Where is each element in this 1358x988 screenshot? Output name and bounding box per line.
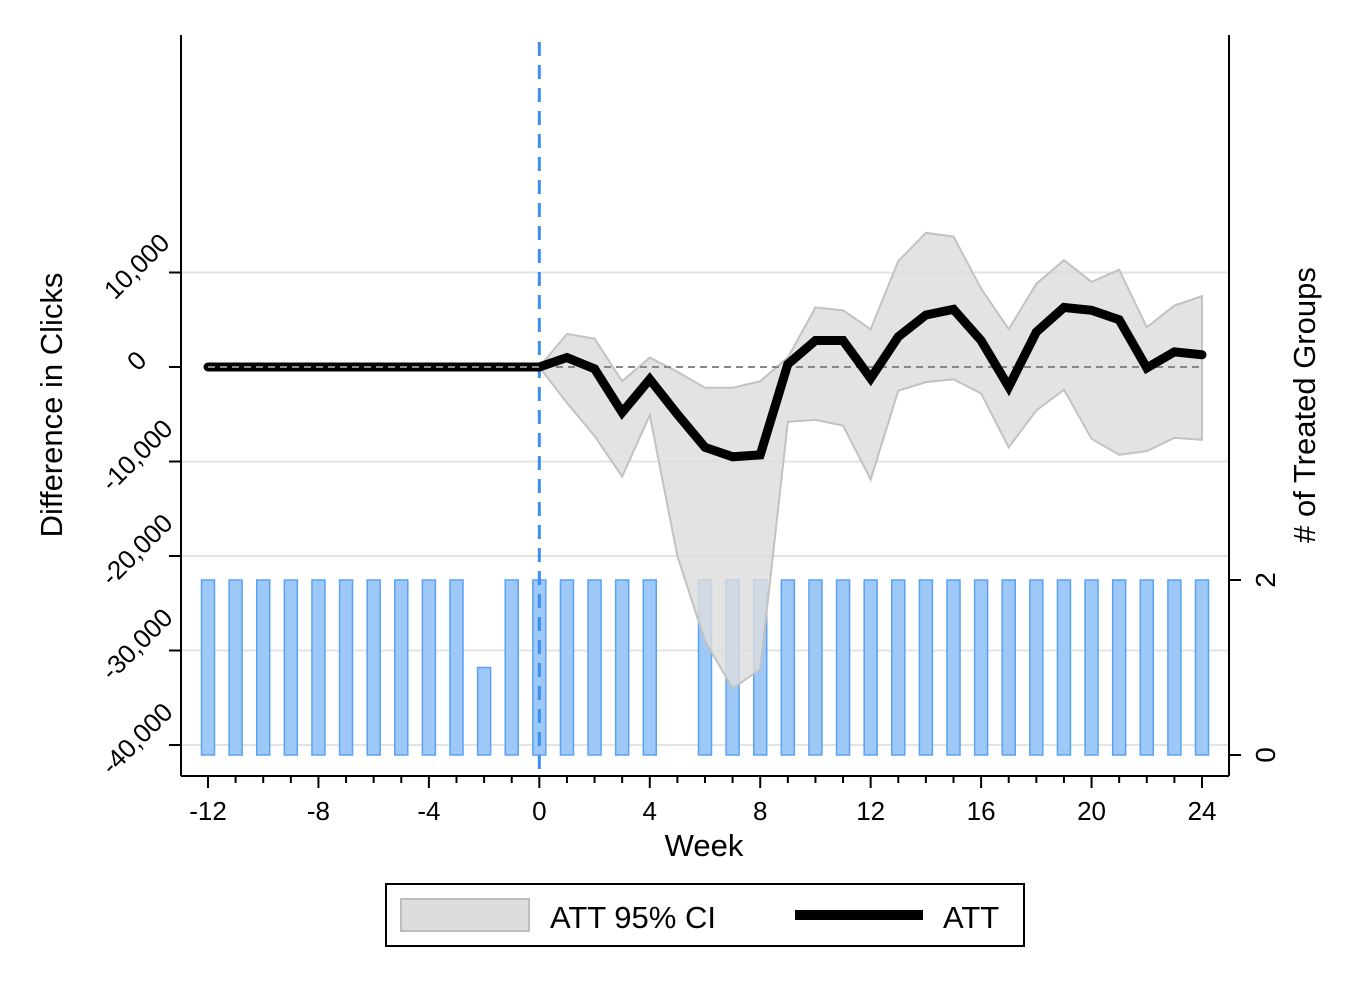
bar: [255, 579, 271, 756]
bar: [780, 579, 796, 756]
legend: ATT 95% CI ATT: [385, 883, 1025, 947]
bar: [642, 579, 658, 756]
treated-groups-bars: [200, 579, 1210, 756]
bar: [1084, 579, 1099, 756]
x-tick-label: 0: [532, 796, 546, 826]
y-tick-label: -20,000: [95, 508, 179, 592]
bar: [1029, 579, 1044, 756]
x-axis-ticks: -12 -8 -4 0 4 8 12 16 20 24: [189, 776, 1216, 826]
bar: [311, 579, 326, 756]
bar: [863, 579, 878, 756]
reference-lines: [208, 42, 1202, 776]
y-tick-label: -10,000: [95, 413, 179, 497]
att-series-line: [203, 302, 1207, 462]
legend-ci-label: ATT 95% CI: [550, 900, 716, 935]
att-line: [203, 302, 1207, 462]
bar: [587, 579, 602, 756]
bar: [1111, 579, 1127, 756]
bar: [366, 579, 381, 756]
bar: [338, 579, 354, 756]
y-tick-label: 0: [121, 345, 152, 376]
x-tick-label: 12: [856, 796, 885, 826]
bar: [504, 579, 519, 756]
y2-axis-ticks: 20: [1229, 572, 1281, 763]
bar: [946, 579, 961, 756]
x-tick-label: -12: [189, 796, 227, 826]
x-tick-label: -8: [307, 796, 330, 826]
bar: [228, 579, 243, 756]
bar: [283, 579, 299, 756]
ci-area: [538, 231, 1203, 690]
bar: [1139, 579, 1155, 756]
x-tick-label: 4: [643, 796, 657, 826]
y-tick-label: 10,000: [98, 227, 175, 304]
bar: [1167, 579, 1182, 756]
y-axis-ticks: 10,000 0 -10,000 -20,000 -30,000 -40,000: [95, 227, 181, 780]
x-tick-label: -4: [417, 796, 440, 826]
bar: [421, 579, 437, 756]
y2-tick-label: 2: [1250, 572, 1281, 588]
bar: [559, 579, 575, 756]
bar: [449, 579, 464, 756]
x-tick-label: 24: [1188, 796, 1217, 826]
y2-axis-label: # of Treated Groups: [1287, 267, 1322, 543]
bar: [973, 579, 989, 756]
x-tick-label: 16: [967, 796, 996, 826]
x-tick-label: 8: [753, 796, 767, 826]
y-tick-label: -40,000: [95, 697, 179, 781]
bar: [808, 579, 823, 756]
bar: [200, 579, 216, 756]
ci-band: [538, 231, 1203, 690]
y-axis-label: Difference in Clicks: [34, 273, 69, 538]
bar: [1056, 579, 1072, 756]
legend-ci-swatch: [400, 898, 530, 932]
bar: [1194, 579, 1210, 756]
bar: [835, 579, 851, 756]
bar: [1001, 579, 1016, 756]
bar: [918, 579, 934, 756]
bar: [394, 579, 409, 756]
bar: [476, 666, 492, 756]
x-axis-label: Week: [665, 828, 744, 863]
y2-tick-label: 0: [1250, 747, 1281, 763]
bar: [891, 579, 906, 756]
x-tick-label: 20: [1077, 796, 1106, 826]
bar: [614, 579, 630, 756]
legend-att-label: ATT: [943, 900, 999, 935]
y-tick-label: -30,000: [95, 602, 179, 686]
